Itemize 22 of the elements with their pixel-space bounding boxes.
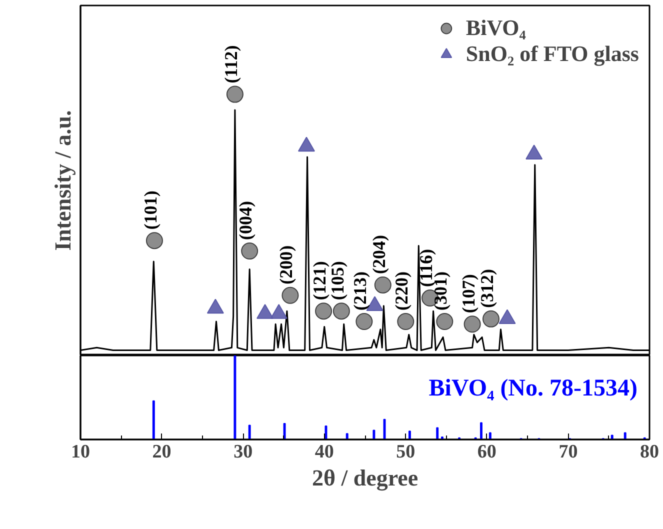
annotation: (107)	[458, 274, 478, 314]
x-tick-label: 80	[640, 442, 659, 462]
x-tick-label: 20	[152, 442, 172, 462]
series-label: BiVO₄ (No. 78-1534)	[428, 376, 638, 402]
x-tick-label: 50	[396, 442, 416, 462]
legend-label: BiVO₄	[466, 15, 526, 41]
annotation: (204)	[368, 234, 389, 274]
annotation: (004)	[236, 201, 256, 240]
annotation: (101)	[140, 190, 160, 230]
legend-label: SnO₂ of FTO glass	[466, 41, 639, 67]
annotation: (200)	[276, 245, 296, 284]
annotation: (220)	[392, 272, 412, 311]
annotation: (213)	[350, 272, 370, 311]
annotation: (112)	[220, 45, 241, 84]
x-axis-title: 2θ / degree	[312, 466, 418, 492]
x-tick-label: 60	[477, 442, 496, 462]
x-tick-label: 40	[314, 442, 334, 462]
x-tick-label: 30	[234, 442, 253, 462]
x-tick-label: 10	[71, 442, 90, 462]
y-axis-title: Intensity / a.u.	[50, 110, 76, 251]
annotation: (121)	[310, 261, 330, 300]
x-tick-label: 70	[558, 442, 578, 462]
